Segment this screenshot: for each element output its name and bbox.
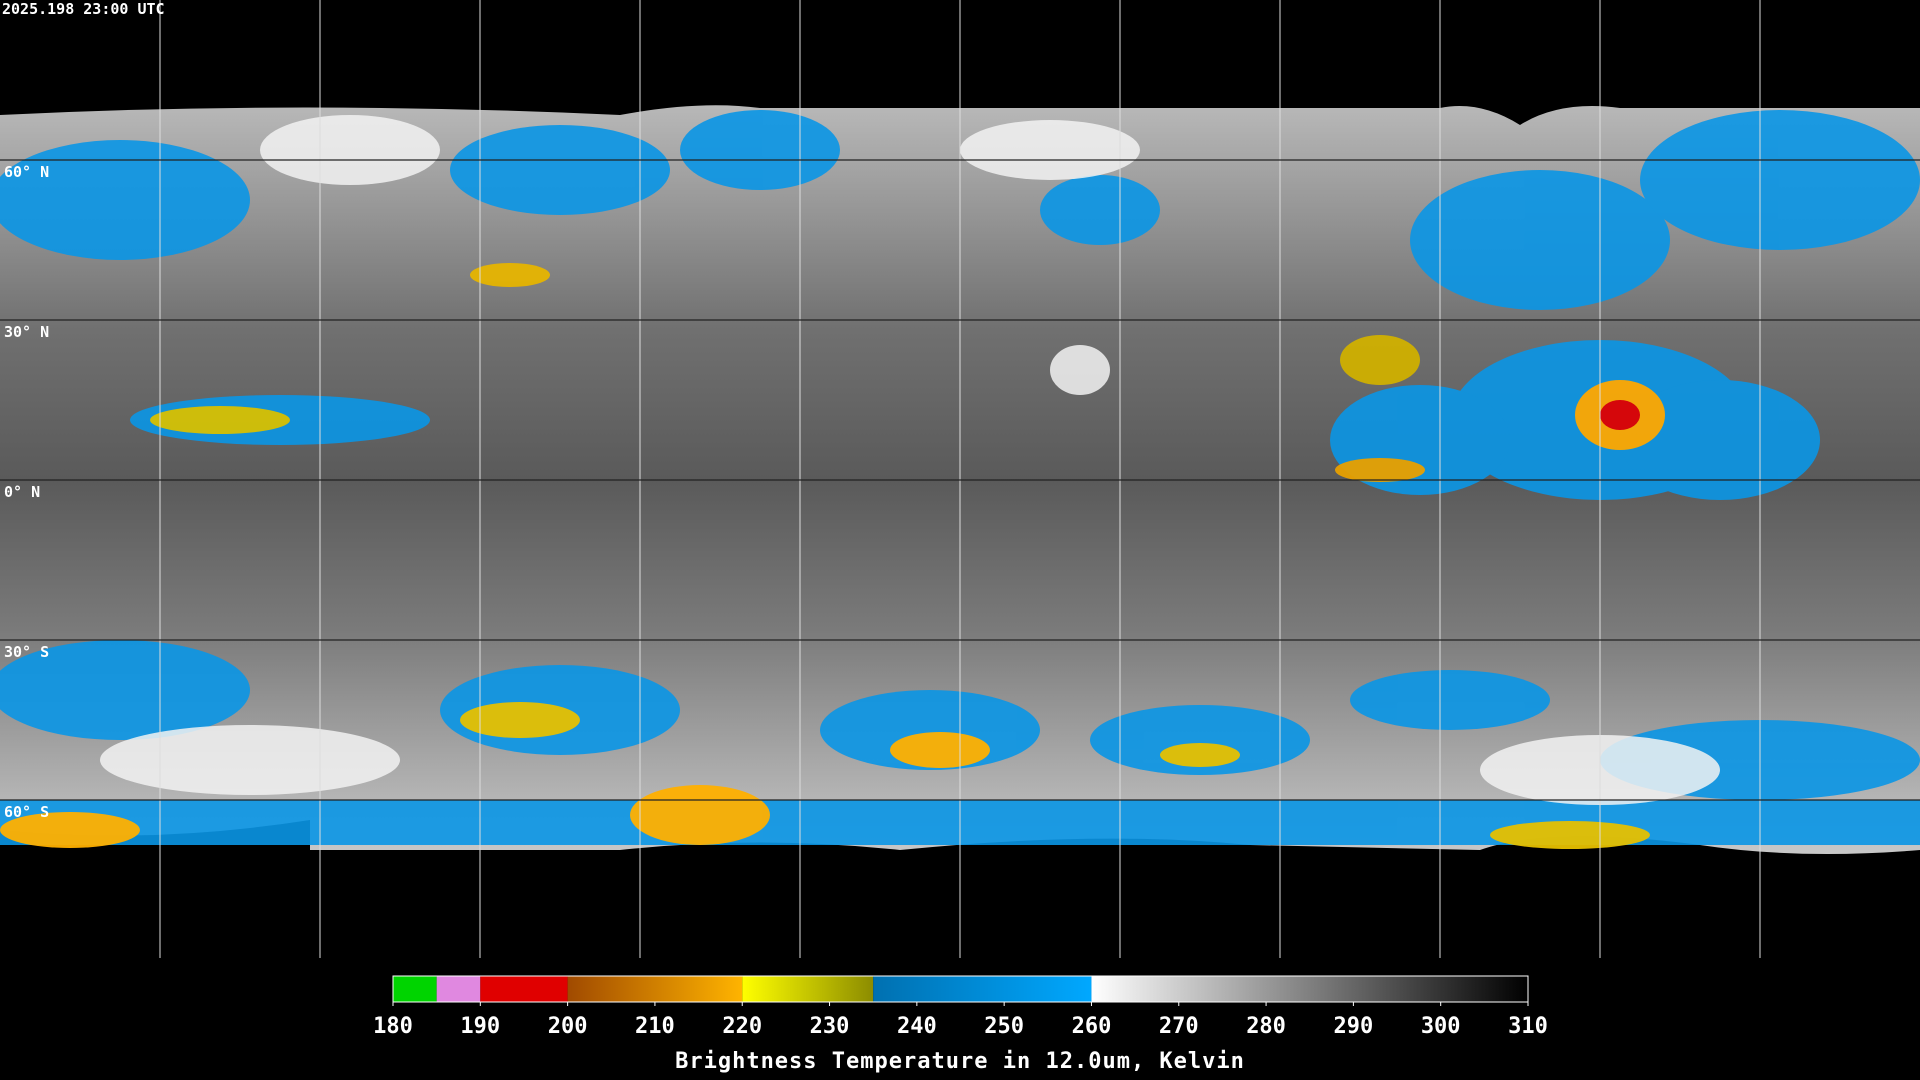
colorbar-tick-label: 190 xyxy=(460,1014,500,1039)
colorbar-tick-label: 300 xyxy=(1421,1014,1461,1039)
colorbar-tick-label: 200 xyxy=(548,1014,588,1039)
colorbar-tick-label: 240 xyxy=(897,1014,937,1039)
latitude-label: 30° N xyxy=(4,323,49,341)
colorbar-tick-label: 180 xyxy=(373,1014,413,1039)
colorbar-tick-label: 280 xyxy=(1246,1014,1286,1039)
latitude-label: 60° N xyxy=(4,163,49,181)
timestamp: 2025.198 23:00 UTC xyxy=(2,0,165,18)
colorbar-segment xyxy=(436,976,481,1002)
colorbar-segment xyxy=(393,976,437,1002)
latitude-label: 60° S xyxy=(4,803,49,821)
colorbar-tick-label: 230 xyxy=(810,1014,850,1039)
colorbar-tick-label: 290 xyxy=(1334,1014,1374,1039)
colorbar-tick-label: 210 xyxy=(635,1014,675,1039)
colorbar-segment xyxy=(567,976,743,1002)
colorbar-frame xyxy=(392,975,1529,1003)
colorbar-tick-label: 220 xyxy=(722,1014,762,1039)
colorbar-tick-label: 270 xyxy=(1159,1014,1199,1039)
colorbar-tick-label: 260 xyxy=(1072,1014,1112,1039)
colorbar: 180 190 200 210 220 230 240 250 260 270 280 290 300 3… xyxy=(373,975,1548,1039)
colorbar-segment xyxy=(1091,976,1528,1002)
colorbar-segment xyxy=(873,976,1092,1002)
colorbar-segment xyxy=(480,976,568,1002)
latitude-label: 30° S xyxy=(4,643,49,661)
latitude-lines: 60° N 30° N 0° N 30° S 60° S xyxy=(0,159,1920,821)
colorbar-title: Brightness Temperature in 12.0um, Kelvin xyxy=(675,1049,1245,1074)
colorbar-segment xyxy=(742,976,874,1002)
latitude-label: 0° N xyxy=(4,483,40,501)
colorbar-tick-label: 310 xyxy=(1508,1014,1548,1039)
colorbar-tick-label: 250 xyxy=(984,1014,1024,1039)
